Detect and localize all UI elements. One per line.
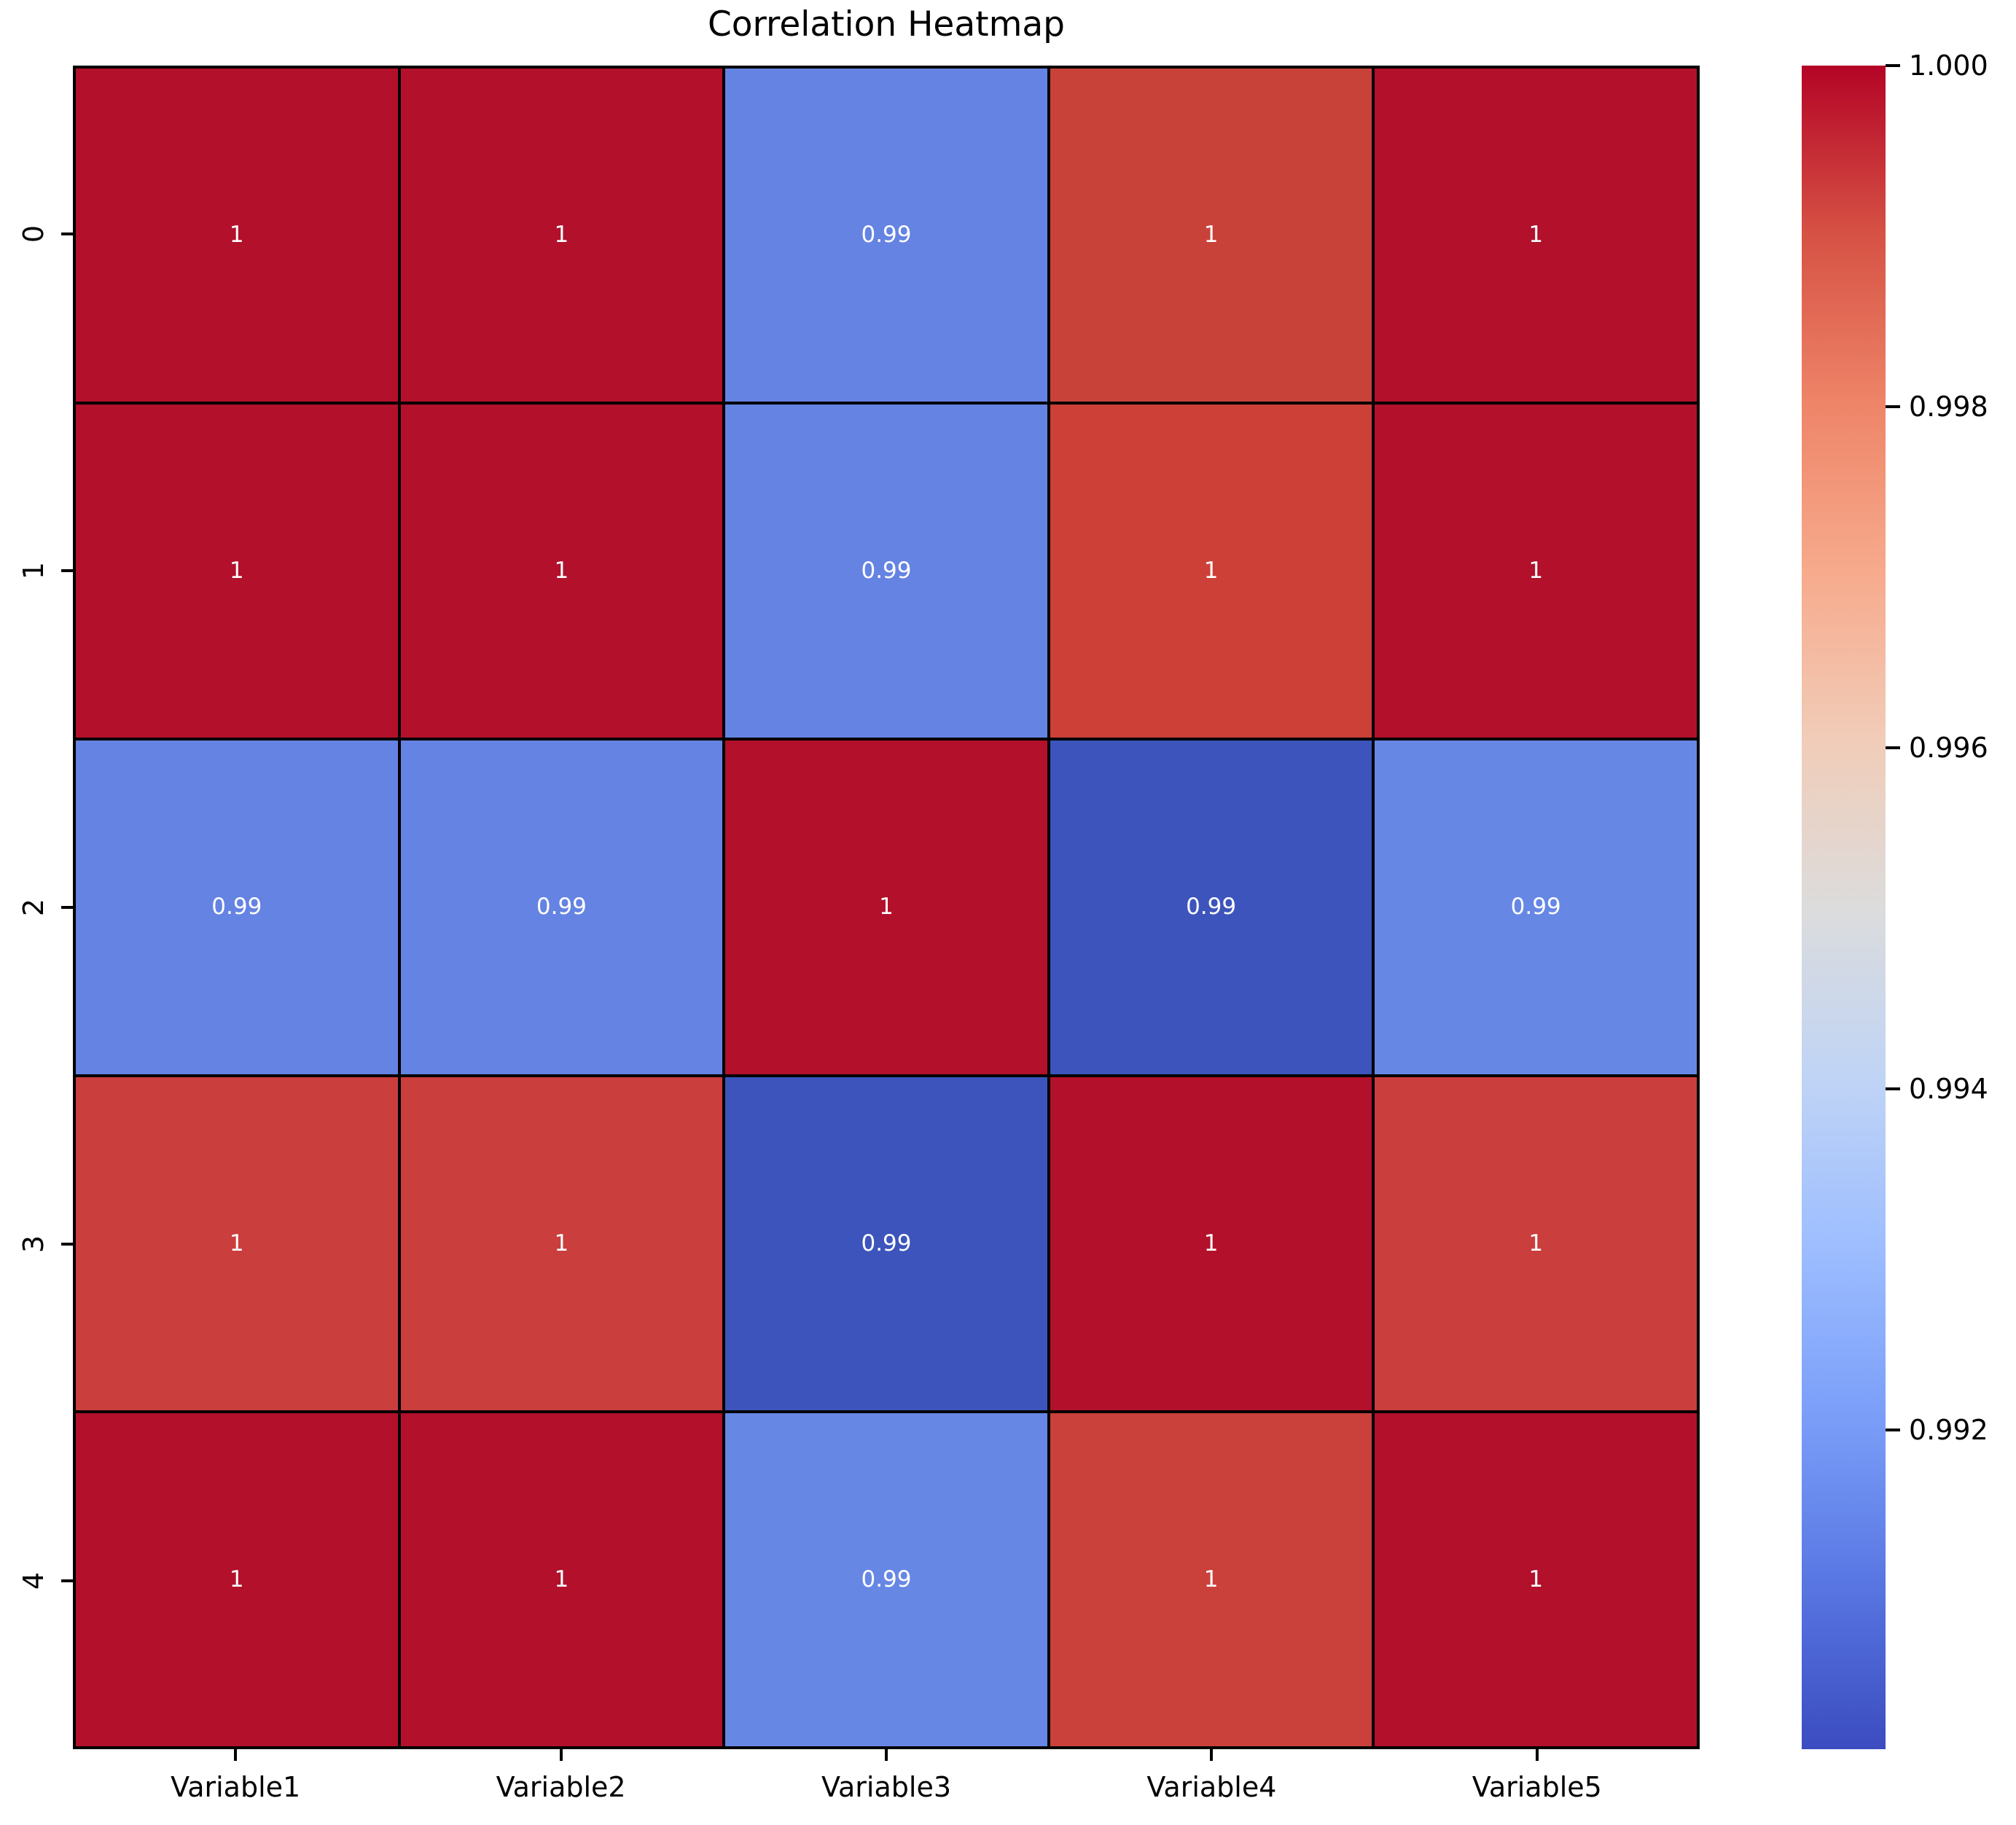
heatmap-cell-value: 0.99 [536, 894, 587, 921]
heatmap-cell-value: 0.99 [861, 1566, 912, 1593]
heatmap-cell-value: 1 [554, 558, 569, 585]
heatmap-cell-value: 1 [554, 1566, 569, 1593]
colorbar-tick-label: 0.994 [1909, 1073, 1988, 1106]
x-tick-mark [1210, 1749, 1214, 1761]
heatmap-cell-value: 0.99 [1510, 894, 1561, 921]
heatmap-cell-value: 1 [229, 558, 244, 585]
heatmap-cell: 0.99 [74, 739, 399, 1076]
heatmap-cell: 0.99 [724, 67, 1049, 404]
x-tick-mark [234, 1749, 238, 1761]
heatmap-cell-value: 1 [554, 1230, 569, 1257]
heatmap-cell-value: 1 [1528, 1566, 1544, 1593]
y-tick-label: 4 [17, 1571, 50, 1590]
heatmap-cell-value: 1 [554, 222, 569, 249]
heatmap-cell: 0.99 [1373, 739, 1698, 1076]
heatmap-cell-value: 1 [1203, 558, 1219, 585]
y-tick-mark [61, 232, 73, 235]
y-tick-label: 0 [17, 224, 50, 243]
heatmap-cell: 1 [74, 1075, 399, 1412]
heatmap-cell: 0.99 [724, 403, 1049, 740]
heatmap-cell-value: 1 [229, 1566, 244, 1593]
heatmap-cell: 1 [399, 1075, 724, 1412]
heatmap-cell-value: 1 [1528, 1230, 1544, 1257]
heatmap-cell: 1 [1048, 67, 1374, 404]
heatmap-cell: 1 [1373, 403, 1698, 740]
y-tick-label: 3 [17, 1235, 50, 1254]
heatmap-cell-value: 1 [879, 894, 894, 921]
heatmap-cell-value: 1 [1203, 222, 1219, 249]
heatmap-cell: 1 [1048, 1075, 1374, 1412]
heatmap-cell-value: 0.99 [211, 894, 262, 921]
colorbar-tick-mark [1886, 405, 1900, 408]
heatmap-cell-value: 1 [1203, 1566, 1219, 1593]
colorbar-tick-mark [1886, 64, 1900, 67]
heatmap-cell: 0.99 [724, 1075, 1049, 1412]
y-tick-label: 2 [17, 898, 50, 917]
heatmap-cell-value: 1 [1528, 558, 1544, 585]
y-tick-mark [61, 906, 73, 909]
heatmap-cell: 1 [1373, 67, 1698, 404]
x-tick-mark [559, 1749, 563, 1761]
heatmap-cell: 1 [1048, 403, 1374, 740]
heatmap-cell-value: 0.99 [861, 222, 912, 249]
heatmap-cell: 0.99 [724, 1411, 1049, 1748]
x-tick-label: Variable4 [1146, 1771, 1277, 1803]
heatmap-cell: 1 [399, 1411, 724, 1748]
colorbar-tick-label: 0.996 [1909, 732, 1988, 765]
colorbar-tick-mark [1886, 1087, 1900, 1091]
colorbar-tick-label: 0.992 [1909, 1414, 1988, 1447]
y-tick-mark [61, 569, 73, 572]
heatmap-cell-value: 1 [229, 222, 244, 249]
colorbar-tick-mark [1886, 1429, 1900, 1432]
heatmap-cell-value: 1 [229, 1230, 244, 1257]
heatmap-cell-value: 0.99 [861, 558, 912, 585]
heatmap-cell-value: 0.99 [861, 1230, 912, 1257]
heatmap-cell: 1 [1373, 1075, 1698, 1412]
heatmap-cell-value: 1 [1203, 1230, 1219, 1257]
x-tick-label: Variable3 [821, 1771, 952, 1803]
heatmap-grid: 1 1 0.99 1 1 1 1 0.99 1 1 0.99 0.99 1 0.99 0.99 1 1 0.99 1… [73, 66, 1700, 1749]
heatmap-cell: 1 [1048, 1411, 1374, 1748]
colorbar-ticks: 1.000 0.998 0.996 0.994 0.992 [1886, 50, 2016, 1749]
colorbar-tick-label: 0.998 [1909, 391, 1988, 423]
heatmap-cell-value: 1 [1528, 222, 1544, 249]
x-tick-label: Variable2 [496, 1771, 626, 1803]
heatmap-cell: 1 [399, 67, 724, 404]
heatmap-cell: 0.99 [399, 739, 724, 1076]
colorbar [1802, 66, 1886, 1749]
colorbar-tick-label: 1.000 [1909, 50, 1988, 82]
y-tick-mark [61, 1579, 73, 1582]
heatmap-cell-value: 0.99 [1186, 894, 1237, 921]
x-tick-mark [885, 1749, 888, 1761]
y-tick-label: 1 [17, 561, 50, 580]
x-tick-mark [1535, 1749, 1539, 1761]
x-tick-label: Variable1 [171, 1771, 301, 1803]
y-axis: 0 1 2 3 4 [0, 66, 73, 1749]
heatmap-cell: 1 [724, 739, 1049, 1076]
heatmap-cell: 1 [74, 403, 399, 740]
heatmap-cell: 1 [399, 403, 724, 740]
y-tick-mark [61, 1243, 73, 1246]
x-tick-label: Variable5 [1472, 1771, 1602, 1803]
heatmap-cell: 0.99 [1048, 739, 1374, 1076]
x-axis: Variable1 Variable2 Variable3 Variable4 Vari… [73, 1749, 1700, 1825]
colorbar-tick-mark [1886, 746, 1900, 750]
chart-title: Correlation Heatmap [707, 4, 1065, 44]
heatmap-cell: 1 [74, 1411, 399, 1748]
heatmap-cell: 1 [1373, 1411, 1698, 1748]
heatmap-cell: 1 [74, 67, 399, 404]
